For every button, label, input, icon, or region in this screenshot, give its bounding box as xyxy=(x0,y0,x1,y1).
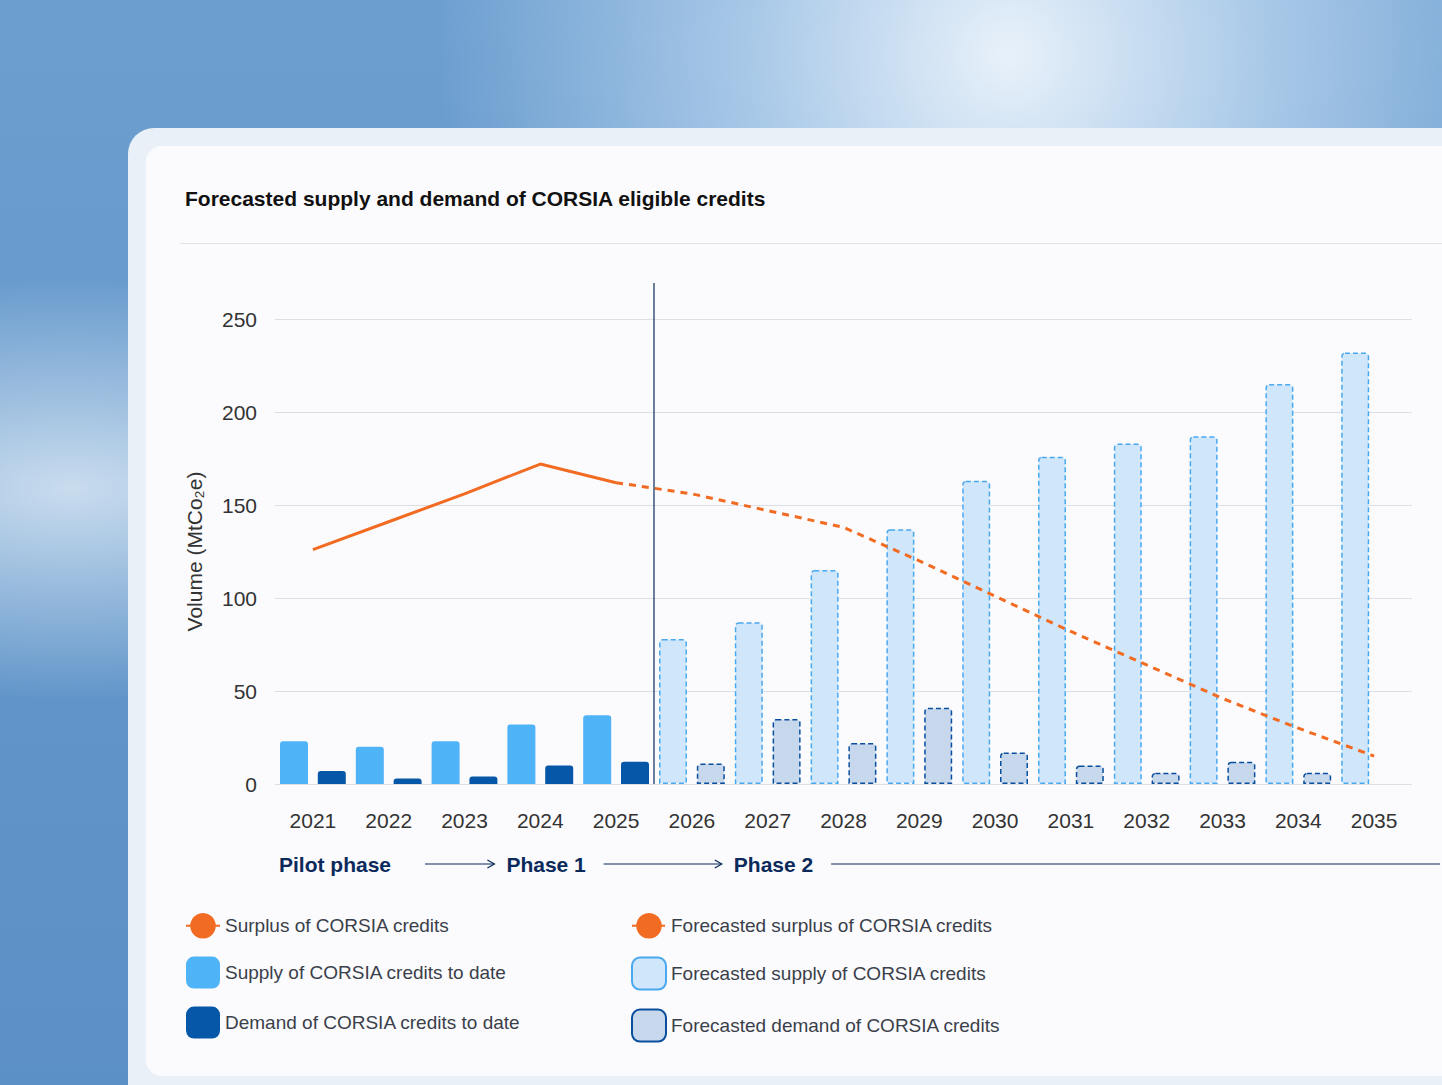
svg-text:Phase 2: Phase 2 xyxy=(734,853,813,876)
svg-text:2032: 2032 xyxy=(1123,809,1170,832)
svg-text:2026: 2026 xyxy=(669,809,716,832)
svg-text:2030: 2030 xyxy=(972,809,1019,832)
svg-text:Forecasted supply and demand o: Forecasted supply and demand of CORSIA e… xyxy=(185,187,765,210)
svg-text:2029: 2029 xyxy=(896,809,943,832)
svg-text:2031: 2031 xyxy=(1048,809,1095,832)
svg-text:2033: 2033 xyxy=(1199,809,1246,832)
svg-text:2035: 2035 xyxy=(1351,809,1398,832)
svg-text:150: 150 xyxy=(222,494,257,517)
svg-text:0: 0 xyxy=(245,773,257,796)
svg-text:250: 250 xyxy=(222,308,257,331)
svg-text:Volume (MtCo₂e): Volume (MtCo₂e) xyxy=(183,472,206,632)
svg-text:Surplus of CORSIA credits: Surplus of CORSIA credits xyxy=(225,915,449,936)
svg-text:100: 100 xyxy=(222,587,257,610)
svg-text:Pilot phase: Pilot phase xyxy=(279,853,391,876)
svg-text:2028: 2028 xyxy=(820,809,867,832)
svg-text:Forecasted surplus of CORSIA c: Forecasted surplus of CORSIA credits xyxy=(671,915,992,936)
svg-text:50: 50 xyxy=(234,680,257,703)
svg-text:2034: 2034 xyxy=(1275,809,1322,832)
svg-text:2024: 2024 xyxy=(517,809,564,832)
svg-text:2021: 2021 xyxy=(290,809,337,832)
svg-text:Demand of CORSIA credits to da: Demand of CORSIA credits to date xyxy=(225,1012,520,1033)
svg-text:Supply of CORSIA credits to da: Supply of CORSIA credits to date xyxy=(225,962,506,983)
svg-text:2023: 2023 xyxy=(441,809,488,832)
svg-text:2027: 2027 xyxy=(744,809,791,832)
svg-text:Phase 1: Phase 1 xyxy=(506,853,586,876)
svg-text:2025: 2025 xyxy=(593,809,640,832)
svg-text:200: 200 xyxy=(222,401,257,424)
svg-text:Forecasted supply of CORSIA cr: Forecasted supply of CORSIA credits xyxy=(671,963,986,984)
svg-text:2022: 2022 xyxy=(365,809,412,832)
svg-text:Forecasted demand of CORSIA cr: Forecasted demand of CORSIA credits xyxy=(671,1015,999,1036)
